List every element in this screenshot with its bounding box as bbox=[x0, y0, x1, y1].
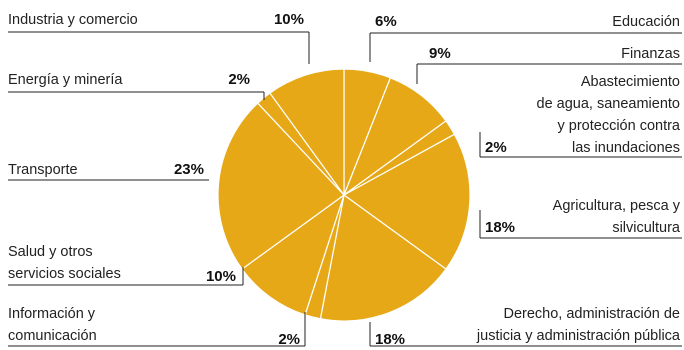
slice-label-salud-y-otros-servicios-sociales-line-1: Salud y otros bbox=[8, 244, 93, 260]
slice-label-abastecimiento-de-agua-saneamiento-y-proteccion-contra-las-inundaciones-line-2: de agua, saneamiento bbox=[537, 96, 681, 112]
pie-slices bbox=[217, 68, 471, 322]
slice-label-transporte: Transporte bbox=[8, 162, 78, 178]
slice-label-finanzas: Finanzas bbox=[621, 46, 680, 62]
slice-label-abastecimiento-de-agua-saneamiento-y-proteccion-contra-las-inundaciones-line-1: Abastecimiento bbox=[581, 74, 680, 90]
slice-percent-abastecimiento-de-agua-saneamiento-y-proteccion-contra-las-inundaciones: 2% bbox=[485, 139, 507, 156]
pie-slice-derecho-administracion-de-justicia-y-administracion-publica bbox=[319, 193, 447, 322]
slice-percent-educacion: 6% bbox=[375, 13, 397, 30]
slice-label-energia-y-mineria: Energía y minería bbox=[8, 72, 123, 88]
slice-percent-salud-y-otros-servicios-sociales: 10% bbox=[206, 268, 236, 285]
slice-label-informacion-y-comunicacion-line-2: comunicación bbox=[8, 328, 97, 344]
slice-percent-derecho-administracion-de-justicia-y-administracion-publica: 18% bbox=[375, 331, 405, 348]
slice-percent-agricultura-pesca-y-silvicultura: 18% bbox=[485, 219, 515, 236]
slice-label-agricultura-pesca-y-silvicultura-line-1: Agricultura, pesca y bbox=[553, 198, 681, 214]
slice-percent-energia-y-mineria: 2% bbox=[228, 71, 250, 88]
slice-percent-transporte: 23% bbox=[174, 161, 204, 178]
slice-label-derecho-administracion-de-justicia-y-administracion-publica-line-1: Derecho, administración de bbox=[503, 306, 680, 322]
pie-slice-agricultura-pesca-y-silvicultura bbox=[342, 133, 471, 270]
slice-label-industria-y-comercio: Industria y comercio bbox=[8, 12, 138, 28]
slice-percent-industria-y-comercio: 10% bbox=[274, 11, 304, 28]
slice-label-educacion: Educación bbox=[612, 14, 680, 30]
slice-label-abastecimiento-de-agua-saneamiento-y-proteccion-contra-las-inundaciones-line-4: las inundaciones bbox=[572, 140, 680, 156]
slice-label-agricultura-pesca-y-silvicultura-line-2: silvicultura bbox=[612, 220, 681, 236]
slice-label-salud-y-otros-servicios-sociales-line-2: servicios sociales bbox=[8, 266, 121, 282]
pie-annotations: Educación 6% Finanzas 9% Abastecimiento de ag… bbox=[8, 11, 682, 348]
slice-label-informacion-y-comunicacion-line-1: Información y bbox=[8, 306, 96, 322]
pie-slice-transporte bbox=[217, 102, 345, 270]
slice-label-abastecimiento-de-agua-saneamiento-y-proteccion-contra-las-inundaciones-line-3: y protección contra bbox=[557, 118, 680, 134]
slice-percent-informacion-y-comunicacion: 2% bbox=[278, 331, 300, 348]
pie-slice-industria-y-comercio bbox=[269, 68, 345, 197]
slice-label-derecho-administracion-de-justicia-y-administracion-publica-line-2: justicia y administración pública bbox=[476, 328, 681, 344]
slice-percent-finanzas: 9% bbox=[429, 45, 451, 62]
